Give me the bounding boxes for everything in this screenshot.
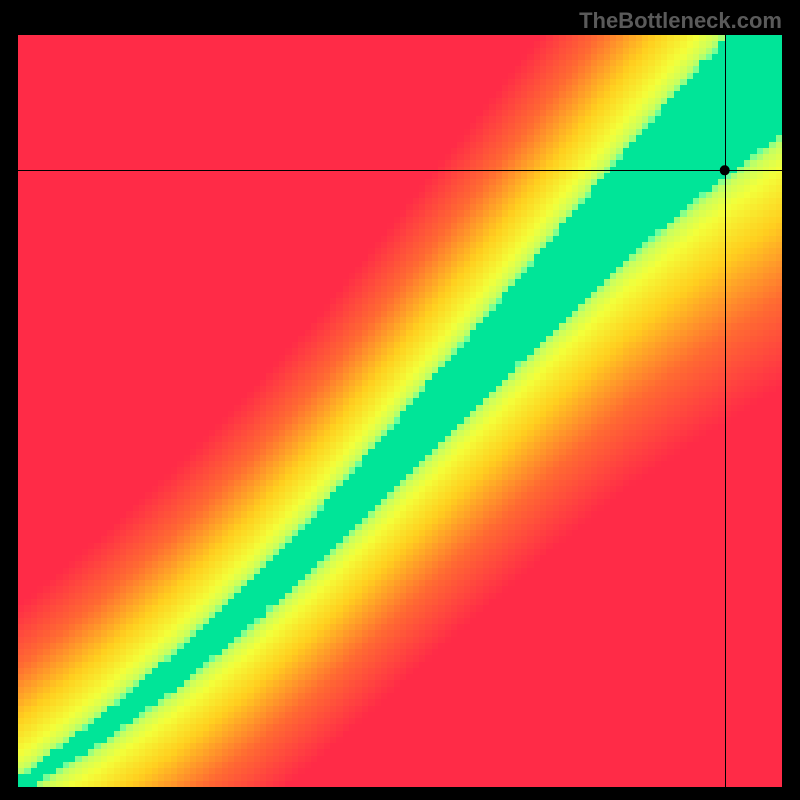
watermark-text: TheBottleneck.com: [579, 8, 782, 34]
bottleneck-heatmap: [0, 0, 800, 800]
chart-container: TheBottleneck.com: [0, 0, 800, 800]
